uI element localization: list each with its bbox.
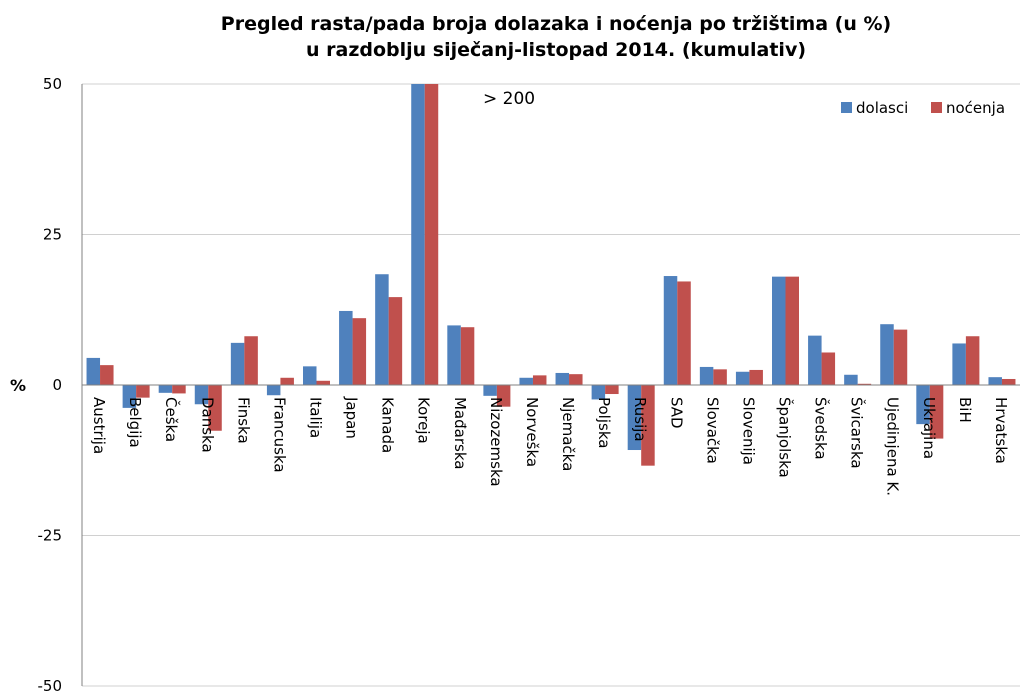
category-label: Ujedinjena K. — [884, 397, 902, 496]
bar-dolasci-12 — [519, 377, 533, 385]
bar-nocenja-14 — [605, 385, 619, 395]
category-label: Kanada — [379, 397, 397, 453]
legend: dolasci noćenja — [841, 99, 1005, 117]
bar-dolasci-25 — [988, 377, 1002, 385]
bar-dolasci-1 — [122, 385, 137, 408]
bar-dolasci-17 — [699, 366, 714, 385]
y-tick-label: 25 — [43, 226, 62, 244]
bar-nocenja-16 — [677, 281, 691, 385]
legend-swatch-nocenja — [931, 102, 942, 113]
bar-nocenja-11 — [496, 385, 511, 407]
category-label: Španjolska — [776, 397, 795, 478]
bar-nocenja-6 — [316, 380, 330, 385]
bar-dolasci-0 — [86, 357, 101, 385]
legend-label-dolasci: dolasci — [856, 99, 908, 117]
category-label: Italija — [307, 397, 325, 438]
bar-nocenja-20 — [821, 352, 836, 385]
bar-nocenja-13 — [569, 374, 583, 385]
bar-dolasci-11 — [483, 385, 497, 396]
annotation-label: > 200 — [483, 89, 535, 109]
category-label: Češka — [162, 397, 181, 442]
y-axis-label: % — [10, 376, 26, 395]
bar-nocenja-4 — [244, 336, 258, 385]
bar-nocenja-0 — [100, 365, 114, 385]
y-tick-label: -25 — [38, 527, 63, 545]
bar-nocenja-25 — [1001, 378, 1016, 385]
bar-nocenja-24 — [965, 336, 980, 385]
y-tick-label: 0 — [52, 376, 62, 394]
bar-dolasci-3 — [194, 385, 209, 405]
category-label: Poljska — [595, 397, 613, 448]
bar-nocenja-19 — [785, 276, 799, 385]
bar-dolasci-15 — [627, 385, 642, 451]
category-label: Mađarska — [451, 397, 469, 469]
y-tick-label: 50 — [43, 75, 62, 93]
category-label: Hrvatska — [992, 397, 1010, 464]
y-tick-labels: 50 25 0 -25 -50 — [38, 75, 63, 695]
bar-dolasci-2 — [158, 385, 173, 393]
y-tick-label: -50 — [38, 677, 63, 695]
bar-dolasci-16 — [663, 276, 678, 385]
category-label: Finska — [234, 397, 252, 444]
bar-dolasci-20 — [808, 335, 822, 385]
category-labels: Austrija Belgija Češka Danska Finska Francusk… — [90, 396, 1010, 496]
category-label: Japan — [343, 396, 361, 439]
legend-label-nocenja: noćenja — [946, 99, 1005, 117]
bar-dolasci-21 — [844, 374, 858, 385]
bar-nocenja-21 — [857, 383, 872, 385]
bar-nocenja-22 — [893, 329, 908, 385]
category-label: Njemačka — [559, 397, 577, 471]
category-label: Slovenija — [739, 397, 757, 465]
bars — [86, 84, 1016, 466]
category-label: SAD — [667, 397, 685, 429]
bar-dolasci-22 — [880, 324, 894, 385]
bar-dolasci-4 — [230, 342, 245, 385]
gridlines — [82, 83, 1020, 687]
category-label: Ukrajina — [920, 397, 938, 459]
bar-nocenja-2 — [172, 385, 186, 394]
category-label: Rusija — [631, 397, 649, 442]
bar-nocenja-5 — [280, 377, 294, 385]
category-label: Austrija — [90, 397, 108, 454]
bar-nocenja-1 — [136, 385, 150, 398]
category-label: Danska — [198, 397, 216, 453]
axes — [81, 84, 1020, 686]
bar-nocenja-12 — [532, 375, 547, 385]
bar-dolasci-14 — [591, 385, 606, 400]
chart-title-line-1: Pregled rasta/pada broja dolazaka i noće… — [221, 13, 891, 35]
bar-nocenja-15 — [641, 385, 655, 466]
bar-dolasci-13 — [555, 372, 570, 385]
category-label: Švedska — [812, 397, 831, 460]
bar-dolasci-5 — [266, 385, 281, 396]
bar-dolasci-24 — [952, 343, 966, 385]
bar-nocenja-9 — [424, 84, 439, 385]
bar-nocenja-23 — [929, 385, 944, 439]
legend-swatch-dolasci — [841, 102, 852, 113]
bar-dolasci-23 — [916, 385, 930, 425]
bar-dolasci-19 — [772, 276, 786, 385]
category-label: Belgija — [126, 397, 144, 448]
bar-dolasci-7 — [339, 310, 353, 385]
category-label: Švicarska — [848, 397, 867, 469]
category-label: Koreja — [415, 397, 433, 444]
category-label: Nizozemska — [487, 397, 505, 487]
chart-title-line-2: u razdoblju siječanj-listopad 2014. (kum… — [306, 39, 806, 61]
category-label: Norveška — [523, 397, 541, 467]
bar-dolasci-9 — [411, 84, 425, 385]
bar-nocenja-17 — [713, 369, 727, 385]
category-label: BiH — [956, 397, 974, 423]
bar-dolasci-6 — [303, 366, 317, 385]
bar-nocenja-8 — [388, 297, 403, 385]
bar-dolasci-10 — [447, 325, 461, 385]
category-label: Slovačka — [703, 397, 721, 464]
bar-nocenja-18 — [749, 369, 763, 385]
bar-nocenja-7 — [352, 318, 367, 385]
bar-dolasci-18 — [735, 371, 750, 385]
bar-nocenja-3 — [208, 385, 222, 431]
bar-dolasci-8 — [375, 274, 389, 385]
category-label: Francuska — [270, 397, 288, 473]
bar-nocenja-10 — [460, 327, 475, 385]
